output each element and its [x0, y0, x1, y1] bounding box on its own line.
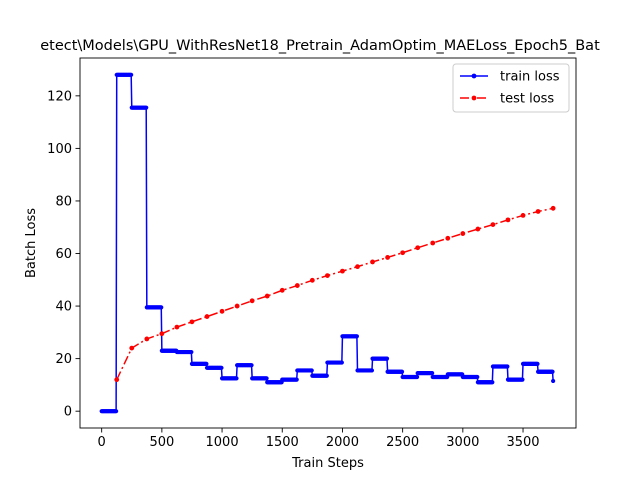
test-loss-point — [174, 324, 180, 330]
x-axis-label: Train Steps — [291, 456, 364, 471]
train-loss-point — [294, 377, 299, 382]
y-tick-label: 120 — [47, 89, 72, 104]
train-loss-point — [399, 369, 405, 374]
test-loss-point — [325, 273, 330, 278]
x-tick-label: 0 — [98, 435, 106, 450]
train-loss-point — [550, 369, 555, 374]
train-loss-point — [490, 380, 495, 385]
train-loss-point — [249, 363, 254, 368]
y-tick-label: 0 — [64, 405, 72, 420]
train-loss-point — [219, 365, 224, 370]
test-loss-point — [279, 287, 285, 293]
test-loss-point — [219, 308, 225, 314]
test-loss-point — [445, 235, 451, 241]
x-tick-label: 500 — [149, 435, 174, 450]
train-loss-point — [339, 360, 344, 365]
test-loss-point — [159, 331, 165, 337]
y-tick-label: 80 — [55, 194, 72, 209]
test-loss-point — [520, 213, 526, 218]
train-loss-point — [264, 376, 269, 381]
y-tick-label: 40 — [55, 300, 72, 315]
axes: 0 500 1000 1500 2000 2500 3000 3500 0 20 40 60 80 100… — [47, 57, 577, 450]
test-loss-point — [415, 245, 421, 251]
train-loss-point — [505, 364, 510, 369]
test-loss-point — [400, 250, 406, 256]
test-loss-point — [264, 293, 270, 299]
test-loss-point — [505, 217, 511, 223]
train-loss-point — [234, 376, 239, 381]
test-loss-point — [309, 277, 315, 283]
train-loss-point — [551, 378, 556, 384]
test-loss-point — [370, 259, 375, 265]
legend-marker-test — [471, 95, 477, 101]
test-loss-point — [189, 319, 195, 325]
test-loss-point — [294, 283, 300, 288]
test-loss-point — [355, 264, 360, 270]
test-loss-point — [550, 205, 556, 211]
train-loss-point — [129, 72, 134, 77]
test-loss-point — [430, 240, 436, 246]
train-loss-point — [354, 334, 359, 339]
train-loss-point — [520, 377, 525, 382]
legend-marker-train — [471, 73, 477, 79]
train-loss-point — [114, 409, 119, 414]
train-loss-point — [144, 105, 149, 110]
test-loss-point — [460, 231, 466, 236]
test-loss-point — [535, 209, 541, 214]
legend-label-train: train loss — [500, 70, 560, 85]
train-loss-point — [159, 305, 164, 310]
test-loss-line — [116, 207, 554, 380]
train-loss-point — [189, 349, 194, 355]
test-loss-point — [385, 255, 390, 260]
test-loss-point — [129, 345, 135, 351]
test-loss-point — [490, 222, 496, 228]
train-loss-point — [309, 368, 314, 373]
series-group — [99, 72, 556, 414]
x-tick-label: 1500 — [266, 435, 299, 450]
test-loss-point — [144, 336, 150, 342]
axes-frame — [79, 57, 577, 429]
y-axis-label: Batch Loss — [24, 208, 39, 278]
x-tick-label: 3500 — [506, 435, 539, 450]
test-loss-point — [114, 377, 120, 383]
chart-title: etect\Models\GPU_WithResNet18_Pretrain_A… — [40, 38, 600, 54]
test-loss-point — [204, 314, 210, 319]
train-loss-point — [475, 374, 480, 380]
test-loss-point — [249, 298, 255, 304]
test-loss-point — [340, 268, 345, 274]
x-tick-label: 2000 — [326, 435, 359, 450]
y-tick-label: 20 — [55, 352, 72, 367]
x-tick-label: 1000 — [206, 435, 239, 450]
train-loss-point — [535, 361, 540, 366]
train-loss-point — [430, 370, 435, 376]
train-loss-point — [204, 361, 209, 366]
y-tick-label: 100 — [47, 142, 72, 157]
legend: train loss test loss — [452, 63, 570, 113]
train-loss-point — [369, 368, 375, 373]
plot-area — [99, 72, 556, 414]
train-loss-point — [384, 356, 390, 361]
train-loss-point — [324, 373, 329, 378]
x-tick-label: 2500 — [386, 435, 419, 450]
test-loss-point — [234, 303, 240, 309]
y-tick-label: 60 — [55, 247, 72, 262]
x-tick-label: 3000 — [446, 435, 479, 450]
test-loss-point — [475, 226, 481, 232]
train-loss-point — [414, 374, 420, 380]
legend-label-test: test loss — [500, 92, 554, 107]
